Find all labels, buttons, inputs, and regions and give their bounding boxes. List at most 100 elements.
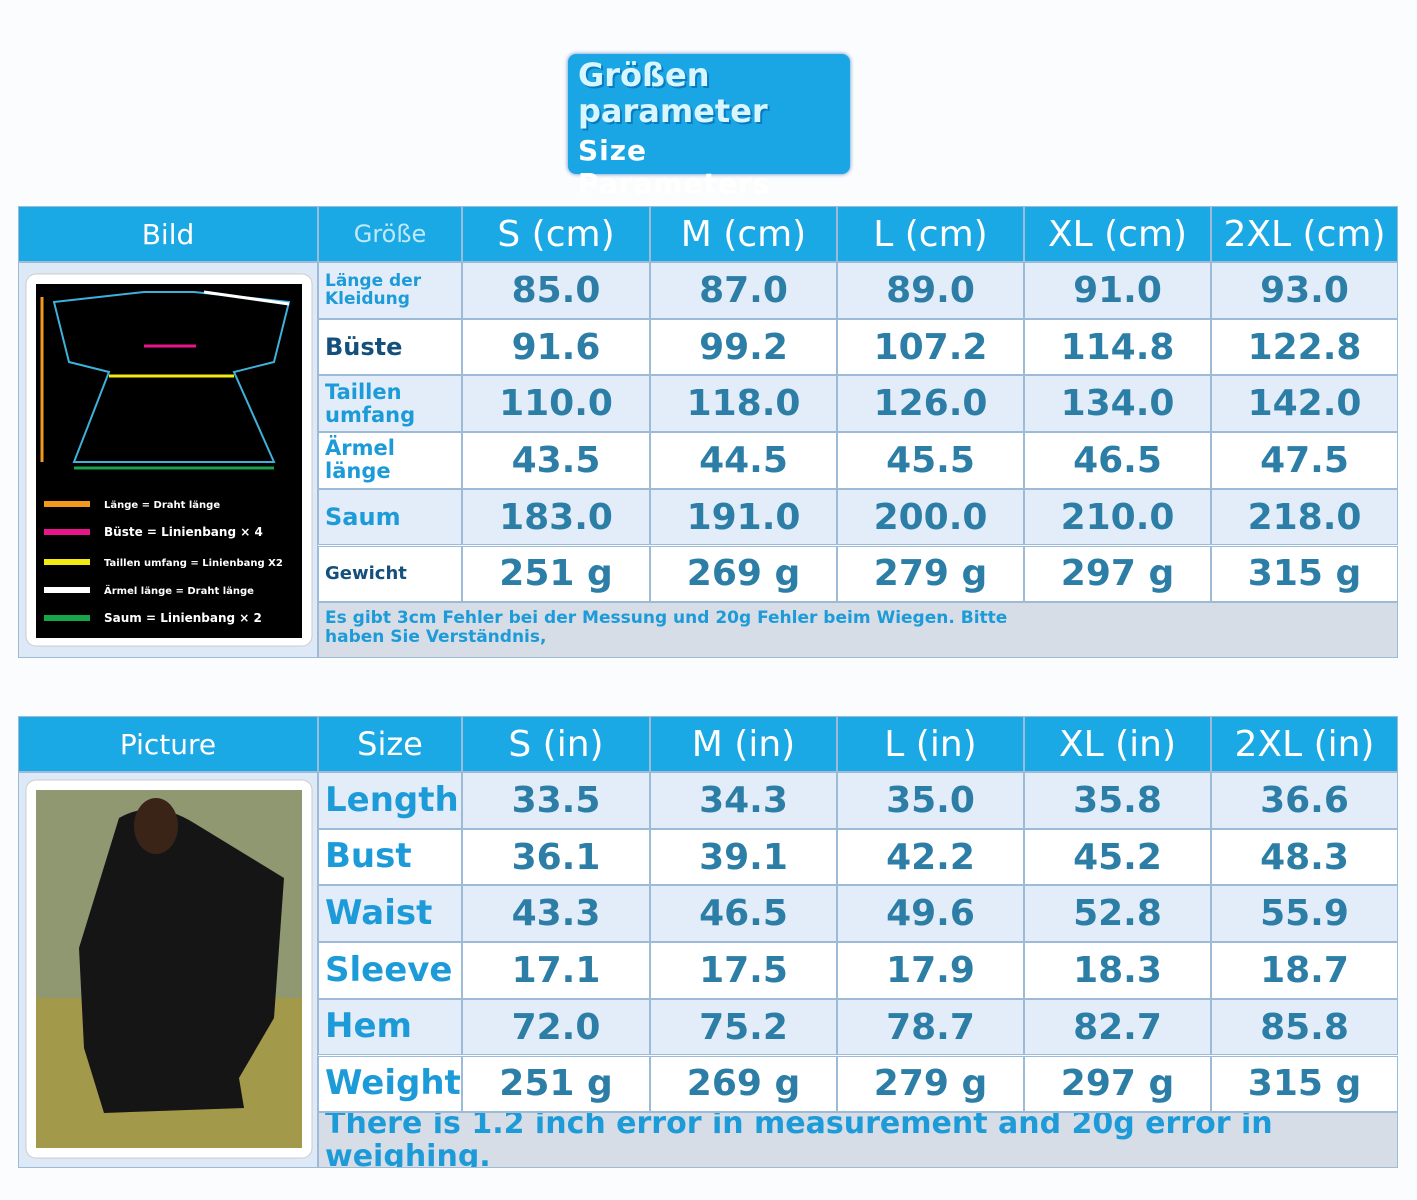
header-cell: L (in) [837, 716, 1024, 772]
cell-text: 48.3 [1260, 836, 1349, 878]
cell-text: 107.2 [873, 326, 988, 368]
row-label: Ärmel länge [318, 432, 462, 489]
row-label: Gewicht [318, 545, 462, 603]
cell-text: 89.0 [886, 269, 975, 311]
value-cell: 118.0 [650, 375, 837, 433]
cell-text: 118.0 [686, 383, 801, 425]
legend-text: Taillen umfang = Linienbang X2 [104, 558, 283, 569]
cell-text: 210.0 [1060, 496, 1175, 538]
value-cell: 52.8 [1024, 885, 1211, 943]
value-cell: 210.0 [1024, 488, 1211, 546]
cell-text: 39.1 [699, 836, 788, 878]
cell-text: Taillen umfang [325, 379, 416, 427]
row-label: Büste [318, 318, 462, 376]
value-cell: 279 g [837, 545, 1024, 603]
cell-text: 85.8 [1260, 1006, 1349, 1048]
cell-text: 218.0 [1247, 496, 1362, 538]
legend-text: Büste = Linienbang × 4 [104, 525, 263, 539]
value-cell: 43.3 [462, 885, 650, 943]
cell-text: 87.0 [699, 269, 788, 311]
legend-swatch [44, 529, 90, 535]
header-cell: XL (cm) [1024, 206, 1211, 262]
header-cell: Size [318, 716, 462, 772]
cell-text: 91.0 [1073, 269, 1162, 311]
legend-swatch [44, 559, 90, 565]
cell-text: 191.0 [686, 496, 801, 538]
value-cell: 42.2 [837, 828, 1024, 886]
value-cell: 75.2 [650, 998, 837, 1056]
value-cell: 45.2 [1024, 828, 1211, 886]
cell-text: Sleeve [325, 949, 453, 990]
title-line: parameter [578, 92, 768, 130]
value-cell: 49.6 [837, 885, 1024, 943]
cell-text: 75.2 [699, 1006, 788, 1048]
value-cell: 44.5 [650, 432, 837, 489]
cell-text: 55.9 [1260, 893, 1349, 935]
photo [25, 779, 313, 1159]
cell-text: Bild [141, 217, 195, 251]
value-cell: 82.7 [1024, 998, 1211, 1056]
value-cell: 33.5 [462, 772, 650, 829]
header-cell: XL (in) [1024, 716, 1211, 772]
cell-text: 47.5 [1260, 439, 1349, 481]
cell-text: S (cm) [497, 213, 615, 255]
value-cell: 200.0 [837, 488, 1024, 546]
cell-text: L (cm) [873, 213, 988, 255]
value-cell: 43.5 [462, 432, 650, 489]
value-cell: 46.5 [1024, 432, 1211, 489]
cell-text: 269 g [686, 1063, 801, 1105]
value-cell: 297 g [1024, 1055, 1211, 1113]
cell-text: M (cm) [680, 213, 807, 255]
header-cell: M (cm) [650, 206, 837, 262]
row-label: Waist [318, 885, 462, 943]
dress [79, 809, 284, 1113]
header-cell: S (in) [462, 716, 650, 772]
legend-text: Länge = Draht länge [104, 500, 220, 511]
value-cell: 93.0 [1211, 262, 1398, 319]
cell-text: 93.0 [1260, 269, 1349, 311]
header-cell: 2XL (cm) [1211, 206, 1398, 262]
cell-text: 17.5 [699, 949, 788, 991]
cell-text: 46.5 [1073, 439, 1162, 481]
value-cell: 17.1 [462, 942, 650, 999]
title-badge: Größen parameter Size Parameters [568, 54, 850, 200]
cell-text: 82.7 [1073, 1006, 1162, 1048]
legend-swatch [44, 615, 90, 621]
cell-text: 122.8 [1247, 326, 1362, 368]
legend-swatch [44, 501, 90, 507]
value-cell: 35.8 [1024, 772, 1211, 829]
cell-text: 91.6 [511, 326, 601, 368]
cell-text: Picture [119, 727, 217, 761]
cell-text: 44.5 [699, 439, 788, 481]
value-cell: 39.1 [650, 828, 837, 886]
cell-text: 126.0 [873, 383, 988, 425]
header-cell: L (cm) [837, 206, 1024, 262]
value-cell: 78.7 [837, 998, 1024, 1056]
cell-text: 36.1 [511, 836, 601, 878]
value-cell: 87.0 [650, 262, 837, 319]
cell-text: Hem [325, 1006, 412, 1047]
row-label: Weight [318, 1055, 462, 1113]
cell-text: 183.0 [499, 496, 613, 538]
value-cell: 85.0 [462, 262, 650, 319]
cell-text: Size [357, 725, 423, 763]
cell-text: 43.5 [511, 439, 601, 481]
cell-text: There is 1.2 inch error in measurement a… [325, 1112, 1273, 1169]
value-cell: 114.8 [1024, 318, 1211, 376]
row-label: Länge der Kleidung [318, 262, 462, 319]
cell-text: 18.7 [1260, 949, 1349, 991]
title-line: Size Parameters [578, 134, 771, 200]
legend-text: Saum = Linienbang × 2 [104, 611, 262, 625]
cell-text: 279 g [873, 1063, 988, 1105]
value-cell: 218.0 [1211, 488, 1398, 546]
legend-text: Ärmel länge = Draht länge [104, 583, 254, 597]
cell-text: 114.8 [1060, 326, 1175, 368]
cell-text: 251 g [499, 553, 613, 595]
cell-text: 110.0 [499, 383, 613, 425]
cell-text: 142.0 [1247, 383, 1362, 425]
title-line: Größen [578, 56, 710, 94]
cell-text: 52.8 [1073, 893, 1162, 935]
value-cell: 315 g [1211, 1055, 1398, 1113]
cell-text: 36.6 [1260, 779, 1349, 821]
value-cell: 46.5 [650, 885, 837, 943]
